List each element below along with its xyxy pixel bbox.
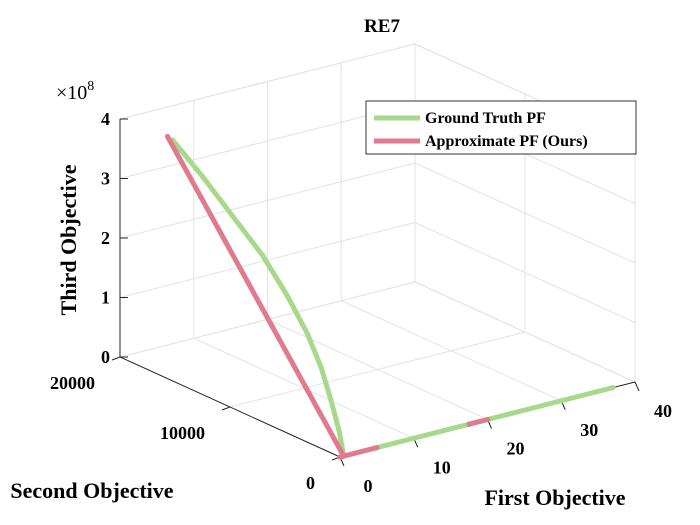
ground-truth-point <box>610 385 616 391</box>
ground-truth-point <box>230 213 236 219</box>
chart-title: RE7 <box>364 16 400 37</box>
y-tick-label: 10000 <box>160 423 205 443</box>
approximate-point <box>245 280 252 286</box>
ground-truth-point <box>260 253 266 259</box>
series-ground-truth-line <box>170 137 347 459</box>
ground-truth-point <box>411 435 417 441</box>
legend-label: Approximate PF (Ours) <box>425 133 588 150</box>
approximate-point <box>317 410 323 416</box>
ground-truth-point <box>558 398 564 404</box>
y-tick-label: 0 <box>306 473 315 493</box>
approximate-point <box>374 445 380 451</box>
z-tick-label: 1 <box>101 288 110 308</box>
approximate-point <box>198 194 204 200</box>
grid-line-z-side <box>414 162 636 264</box>
ground-truth-point <box>284 293 290 299</box>
x-tick-label: 10 <box>433 457 451 477</box>
ground-truth-point <box>328 397 334 403</box>
approximate-point <box>164 133 171 140</box>
approximate-point <box>484 416 491 423</box>
approximate-point <box>174 151 180 157</box>
approximate-point <box>293 367 299 373</box>
legend-box <box>365 100 637 155</box>
z-tick-label: 4 <box>101 109 110 129</box>
z-tick-label: 0 <box>101 347 110 367</box>
x-axis-label: First Objective <box>484 485 625 510</box>
z-exponent-base: ×10 <box>56 82 87 104</box>
label-layer: RE7 Second Objective First Objective Thi… <box>10 16 625 510</box>
grid-line-z-side <box>414 222 636 323</box>
data-layer <box>164 133 616 460</box>
legend-label: Ground Truth PF <box>425 110 546 127</box>
y-tick-mark <box>221 406 231 411</box>
legend: Ground Truth PF Approximate PF (Ours) <box>365 100 637 155</box>
ground-truth-point <box>304 330 310 336</box>
x-tick-label: 30 <box>580 420 598 440</box>
x-tick-label: 20 <box>507 439 525 459</box>
y-tick-label: 20000 <box>50 373 95 393</box>
z-tick-label: 3 <box>101 169 110 189</box>
z-tick-label: 2 <box>101 228 110 248</box>
approximate-point <box>337 454 343 460</box>
box-edge <box>119 43 416 120</box>
approximate-point <box>269 323 275 330</box>
z-axis-exponent: ×108 <box>56 79 94 104</box>
y-axis-label: Second Objective <box>10 478 173 503</box>
grid-line-z-side <box>414 281 636 383</box>
y-tick-mark <box>111 356 121 361</box>
z-exponent-power: 8 <box>87 79 94 94</box>
x-tick-mark <box>634 381 640 392</box>
grid-line-z-back <box>119 162 416 239</box>
approximate-point <box>222 237 228 243</box>
z-axis-label: Third Objective <box>56 164 81 315</box>
series-approximate-line <box>466 417 490 427</box>
ground-truth-point <box>336 429 342 435</box>
approximate-point <box>466 421 472 427</box>
grid-line-y-floor <box>229 331 526 408</box>
x-tick-label: 0 <box>364 476 373 496</box>
ground-truth-point <box>318 365 324 371</box>
axes-layer: 0 10 20 30 40 0 10000 20000 0 1 2 3 4 <box>50 109 672 496</box>
ground-truth-point <box>200 173 206 180</box>
series-approximate-line <box>337 445 380 460</box>
x-tick-label: 40 <box>654 401 672 421</box>
